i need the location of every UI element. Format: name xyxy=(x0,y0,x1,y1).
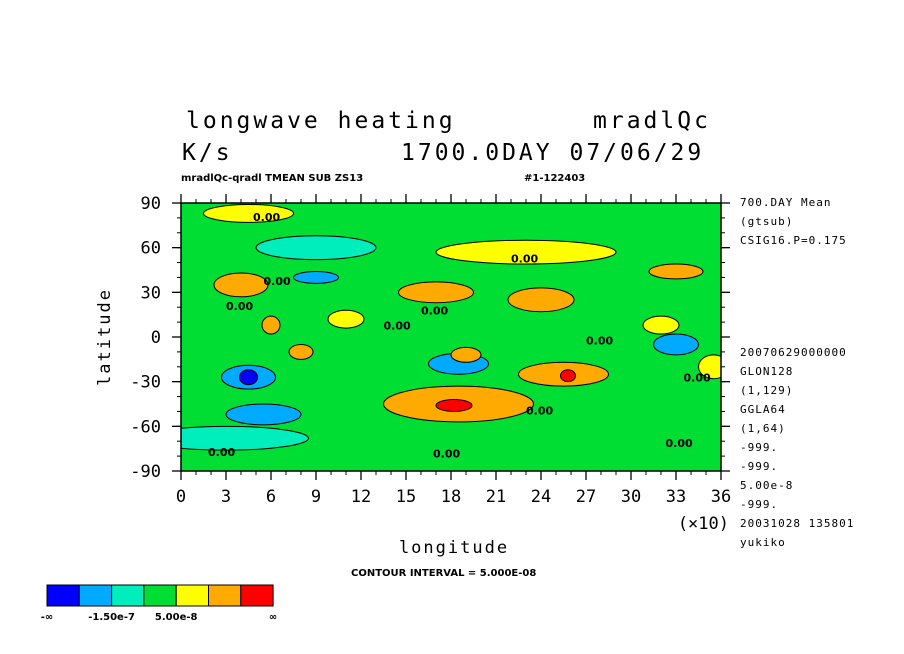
chart-title: longwave heating xyxy=(186,108,456,134)
contour-label: 0.00 xyxy=(208,446,235,459)
contour-label: 0.00 xyxy=(264,275,291,288)
contour-label: 0.00 xyxy=(226,300,253,313)
x-tick-label: 6 xyxy=(266,487,276,507)
x-tick-label: 21 xyxy=(486,487,506,507)
field-cell xyxy=(293,270,339,284)
contour-label: 0.00 xyxy=(511,253,538,266)
meta-top-line-0: 700.DAY Mean xyxy=(740,196,832,209)
field-cell xyxy=(653,333,699,356)
field-cell xyxy=(288,343,314,360)
contour-label: 0.00 xyxy=(526,404,553,417)
meta-top-line-1: (gtsub) xyxy=(740,215,794,228)
contour-label: 0.00 xyxy=(421,305,448,318)
y-tick-label: 60 xyxy=(141,239,161,259)
meta-bottom-line-10: yukiko xyxy=(740,536,786,549)
colorbar-swatch xyxy=(111,584,145,607)
field-cell xyxy=(435,239,617,265)
field-cell xyxy=(435,399,473,412)
field-cell xyxy=(398,281,474,304)
contour-label: 0.00 xyxy=(586,334,613,347)
contour-label: 0.00 xyxy=(253,211,280,224)
meta-bottom-line-2: (1,129) xyxy=(740,384,794,397)
x-tick-label: 24 xyxy=(531,487,551,507)
x-tick-label: 3 xyxy=(221,487,231,507)
chart-subtitle: mradlQc-qradl TMEAN SUB ZS13 xyxy=(181,173,364,184)
y-tick-label: -30 xyxy=(130,373,161,393)
y-tick-label: 30 xyxy=(141,283,161,303)
meta-bottom-line-8: -999. xyxy=(740,498,779,511)
y-tick-label: -90 xyxy=(130,462,161,482)
right-meta-bottom: 20070629000000 GLON128 (1,129) GGLA64 (1,64)… xyxy=(740,343,854,552)
contour-label: 0.00 xyxy=(684,372,711,385)
x-tick-label: 30 xyxy=(621,487,641,507)
x-tick-label: 15 xyxy=(396,487,416,507)
colorbar-label: ∞ xyxy=(269,612,277,623)
y-tick-label: 90 xyxy=(141,194,161,214)
field-cell xyxy=(255,235,377,261)
x-tick-label: 18 xyxy=(441,487,461,507)
x-multiplier: (×10) xyxy=(678,514,729,534)
field-cell xyxy=(327,309,365,329)
colorbar-label: -1.50e-7 xyxy=(88,612,135,623)
x-tick-label: 12 xyxy=(351,487,371,507)
field-cell xyxy=(213,272,269,298)
contour-label: 0.00 xyxy=(433,448,460,461)
meta-top-line-2: CSIG16.P=0.175 xyxy=(740,234,847,247)
field-cell xyxy=(225,403,302,426)
meta-bottom-line-3: GGLA64 xyxy=(740,403,786,416)
meta-bottom-line-9: 20031028 135801 xyxy=(740,517,855,530)
field-cell xyxy=(648,263,704,280)
x-axis-label: longitude xyxy=(399,538,509,558)
contour-label: 0.00 xyxy=(666,437,693,450)
field-cell xyxy=(203,203,294,223)
chart-variable: mradlQc xyxy=(593,108,711,134)
x-tick-label: 0 xyxy=(176,487,186,507)
field-cell xyxy=(181,425,309,451)
contour-interval: CONTOUR INTERVAL = 5.000E-08 xyxy=(351,568,537,579)
chart-time: 1700.0DAY 07/06/29 xyxy=(401,140,705,166)
colorbar-swatch xyxy=(78,584,113,607)
colorbar-swatch xyxy=(175,584,209,607)
meta-bottom-line-5: -999. xyxy=(740,441,779,454)
field-cell xyxy=(239,369,258,386)
colorbar-swatch xyxy=(143,584,177,607)
chart-units: K/s xyxy=(182,140,233,166)
field-cell xyxy=(560,369,576,383)
field-cell xyxy=(261,315,281,335)
x-tick-label: 27 xyxy=(576,487,596,507)
meta-bottom-line-1: GLON128 xyxy=(740,365,794,378)
contour-label: 0.00 xyxy=(384,320,411,333)
x-tick-label: 36 xyxy=(711,487,731,507)
field-cell xyxy=(698,354,721,380)
meta-bottom-line-6: -999. xyxy=(740,460,779,473)
y-axis-label: latitude xyxy=(95,288,115,386)
field-cell xyxy=(450,346,482,363)
y-tick-label: -60 xyxy=(130,417,161,437)
x-tick-label: 33 xyxy=(666,487,686,507)
chart-run-id: #1-122403 xyxy=(524,173,586,184)
colorbar-swatch xyxy=(240,584,274,607)
colorbar-swatch xyxy=(46,584,80,607)
meta-bottom-line-4: (1,64) xyxy=(740,422,786,435)
meta-bottom-line-7: 5.00e-8 xyxy=(740,479,794,492)
meta-bottom-line-0: 20070629000000 xyxy=(740,346,847,359)
colorbar-label: -∞ xyxy=(41,612,53,623)
field-cell xyxy=(507,287,575,313)
y-tick-label: 0 xyxy=(151,328,161,348)
field-layer: 0.00 0.00 0.00 0.00 0.00 0.00 0.00 0.00 0.00 0.00… xyxy=(181,203,721,461)
colorbar-label: 5.00e-8 xyxy=(155,612,198,623)
right-meta-top: 700.DAY Mean (gtsub) CSIG16.P=0.175 xyxy=(740,193,847,250)
colorbar-swatch xyxy=(208,584,242,607)
x-tick-label: 9 xyxy=(311,487,321,507)
field-cell xyxy=(642,315,680,335)
